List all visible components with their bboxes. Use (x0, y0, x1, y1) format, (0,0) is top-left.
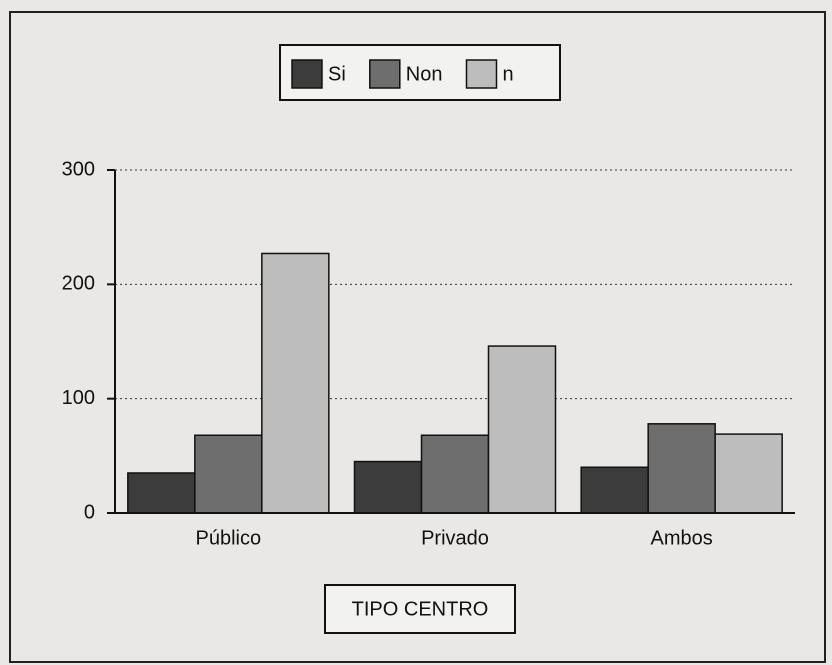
legend-label: Non (406, 63, 443, 85)
legend-box (279, 44, 561, 101)
bar (261, 252, 330, 514)
legend-swatch (291, 59, 323, 89)
bar (353, 460, 423, 514)
legend-label: n (503, 63, 514, 85)
x-tick-label: Privado (421, 527, 489, 549)
frame (9, 11, 826, 663)
x-tick-label: Público (196, 527, 262, 549)
bar (580, 466, 649, 514)
x-tick-label: Ambos (651, 527, 713, 549)
legend-swatch (465, 59, 498, 89)
bar (647, 423, 716, 514)
legend-swatch (369, 59, 401, 89)
bar (714, 433, 783, 514)
bar (420, 434, 490, 514)
x-axis-title: TIPO CENTRO (352, 598, 489, 620)
y-tick-label: 100 (62, 387, 95, 409)
bar (127, 472, 196, 514)
bar (194, 434, 263, 514)
y-tick-label: 200 (62, 273, 95, 295)
x-label-box (324, 584, 516, 634)
y-tick-label: 0 (84, 501, 95, 523)
bar (487, 345, 557, 514)
legend-label: Si (328, 63, 346, 85)
y-tick-label: 300 (62, 158, 95, 180)
